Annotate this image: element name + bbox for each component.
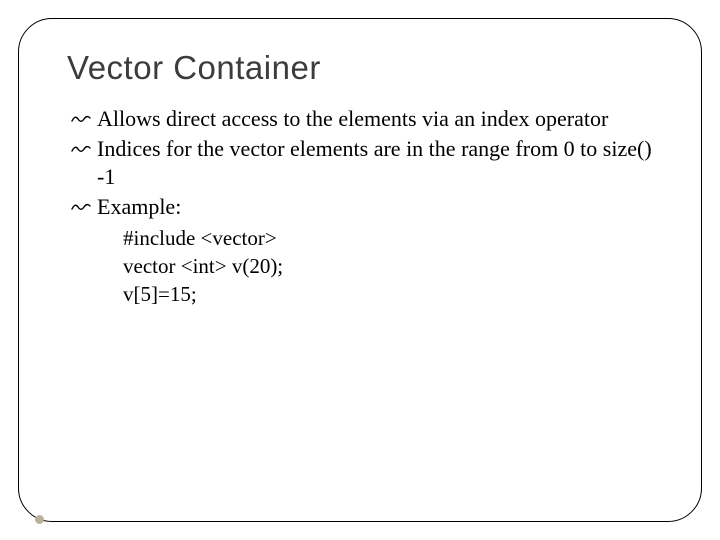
slide-frame: Vector Container Allows direct access to… (18, 18, 702, 522)
bullet-item: Example: (71, 193, 653, 221)
bullet-list: Allows direct access to the elements via… (67, 105, 653, 222)
bullet-icon (71, 195, 91, 223)
bullet-icon (71, 107, 91, 135)
bullet-text: Example: (97, 194, 181, 219)
bullet-item: Allows direct access to the elements via… (71, 105, 653, 133)
code-line: #include <vector> (123, 224, 653, 252)
code-line: v[5]=15; (123, 280, 653, 308)
code-line: vector <int> v(20); (123, 252, 653, 280)
bullet-item: Indices for the vector elements are in t… (71, 135, 653, 191)
footer-dot-icon (35, 515, 44, 524)
slide-title: Vector Container (67, 49, 653, 87)
bullet-text: Allows direct access to the elements via… (97, 106, 608, 131)
code-block: #include <vector> vector <int> v(20); v[… (67, 224, 653, 309)
bullet-icon (71, 137, 91, 165)
bullet-text: Indices for the vector elements are in t… (97, 136, 652, 189)
